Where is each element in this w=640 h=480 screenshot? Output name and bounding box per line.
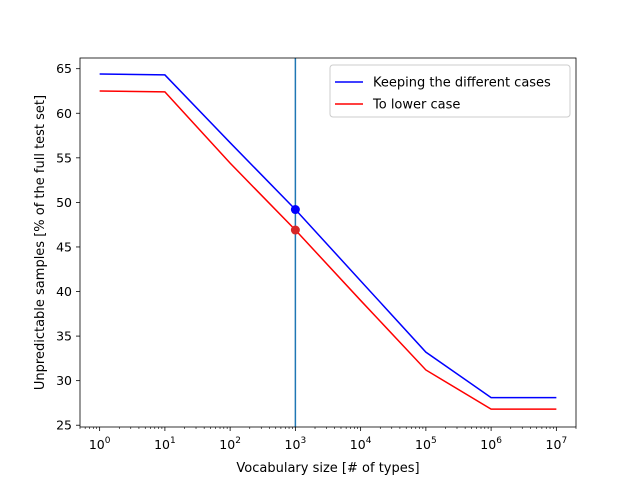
legend-label-1: Keeping the different cases <box>373 76 551 91</box>
y-tick-label: 50 <box>56 195 72 210</box>
x-axis: 100 101 102 103 104 105 106 107 <box>79 427 577 452</box>
axes-frame <box>79 57 577 428</box>
data-marker-2 <box>290 225 300 235</box>
y-tick-label: 55 <box>56 150 72 165</box>
y-axis: 25 30 35 40 45 50 55 60 65 <box>56 61 80 433</box>
x-tick-label: 102 <box>219 436 241 452</box>
y-tick-label: 60 <box>56 106 72 121</box>
y-tick-label: 65 <box>56 61 72 76</box>
y-tick-label: 40 <box>56 284 72 299</box>
x-tick-label: 106 <box>480 436 502 452</box>
y-tick-label: 30 <box>56 373 72 388</box>
y-axis-label: Unpredictable samples [% of the full tes… <box>33 95 48 390</box>
legend-label-2: To lower case <box>372 98 460 113</box>
x-tick-label: 104 <box>350 436 372 452</box>
x-tick-label: 101 <box>154 436 176 452</box>
legend: Keeping the different cases To lower case <box>329 64 571 118</box>
x-tick-label: 107 <box>546 436 568 452</box>
y-tick-label: 45 <box>56 239 72 254</box>
series-line-2 <box>99 90 557 410</box>
y-tick-label: 35 <box>56 329 72 344</box>
plot-content <box>99 58 557 427</box>
x-tick-label: 105 <box>415 436 437 452</box>
x-tick-label: 100 <box>89 436 111 452</box>
legend-box <box>329 64 571 118</box>
y-tick-label: 25 <box>56 418 72 433</box>
x-tick-label: 103 <box>285 436 307 452</box>
x-axis-label: Vocabulary size [# of types] <box>236 461 419 476</box>
series-line-1 <box>99 73 557 399</box>
data-marker-1 <box>290 205 300 215</box>
